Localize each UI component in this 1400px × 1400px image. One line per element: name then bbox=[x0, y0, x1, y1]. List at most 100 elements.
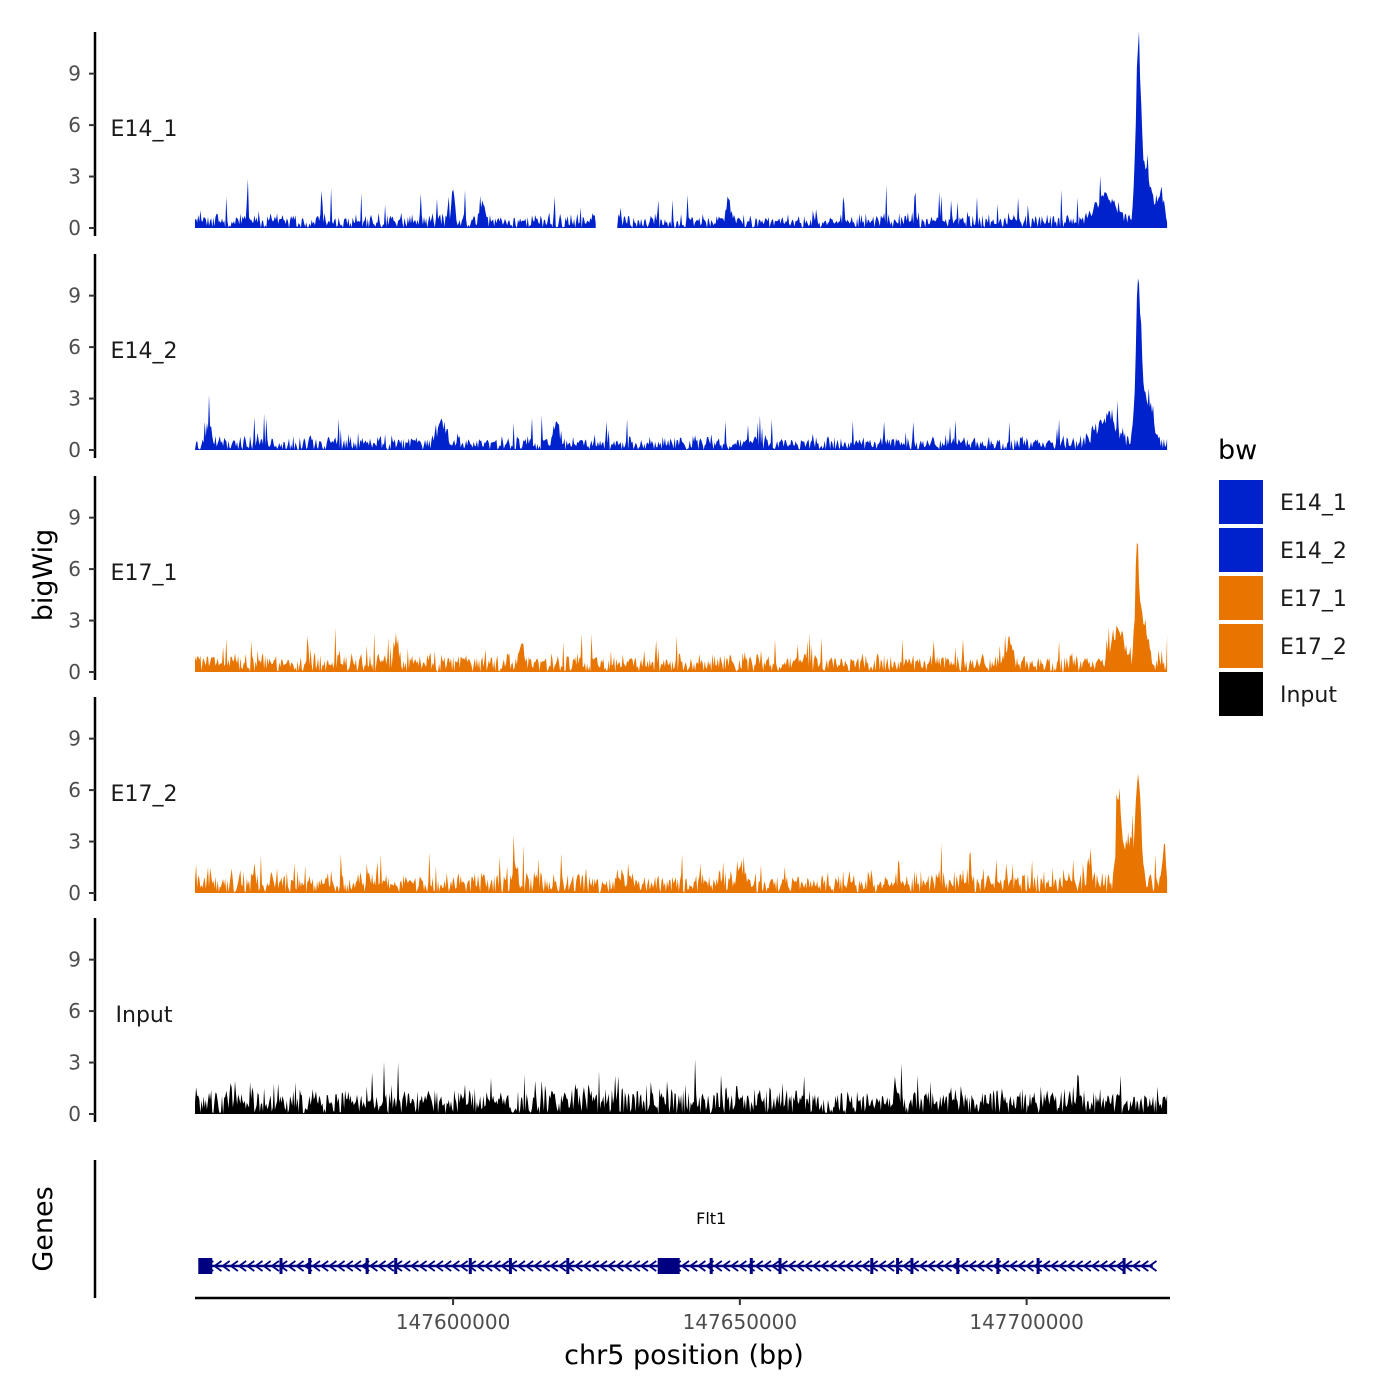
y-tick-label: 9 bbox=[68, 727, 81, 751]
strand-chevron bbox=[729, 1260, 739, 1272]
legend-title: bw bbox=[1218, 435, 1257, 466]
strand-chevron bbox=[590, 1260, 600, 1272]
strand-chevron bbox=[1024, 1260, 1035, 1272]
facet-label-E14_2: E14_2 bbox=[111, 339, 178, 364]
y-tick-label: 6 bbox=[68, 113, 81, 137]
strand-chevron bbox=[713, 1260, 723, 1272]
strand-chevron bbox=[1147, 1260, 1158, 1272]
exon bbox=[279, 1258, 283, 1274]
strand-chevron bbox=[803, 1260, 813, 1272]
strand-chevron bbox=[229, 1260, 239, 1272]
strand-chevron bbox=[828, 1260, 838, 1272]
exon bbox=[778, 1258, 782, 1274]
strand-chevron bbox=[1131, 1260, 1141, 1272]
strand-chevron bbox=[819, 1260, 829, 1272]
exon bbox=[709, 1258, 713, 1274]
y-tick-label: 3 bbox=[68, 1051, 81, 1075]
coverage-area-Input bbox=[195, 1059, 1168, 1114]
strand-chevron bbox=[541, 1260, 551, 1272]
strand-chevron bbox=[549, 1260, 559, 1272]
strand-chevron bbox=[500, 1260, 510, 1272]
strand-chevron bbox=[639, 1260, 649, 1272]
strand-chevron bbox=[1000, 1260, 1010, 1272]
strand-chevron bbox=[557, 1260, 567, 1272]
strand-chevron bbox=[319, 1260, 329, 1272]
y-tick-label: 3 bbox=[68, 609, 81, 633]
x-axis-title: chr5 position (bp) bbox=[564, 1340, 804, 1371]
coverage-area-E17_2 bbox=[195, 773, 1168, 893]
track-E17_1: 0 3 6 9 E17_1 bbox=[68, 476, 1168, 684]
strand-chevron bbox=[721, 1260, 731, 1272]
legend-label-E14_1: E14_1 bbox=[1280, 491, 1347, 516]
strand-chevron bbox=[483, 1260, 493, 1272]
strand-chevron bbox=[811, 1260, 821, 1272]
exon bbox=[657, 1258, 680, 1274]
y-tick-label: 0 bbox=[68, 660, 81, 684]
strand-chevron bbox=[696, 1260, 706, 1272]
strand-chevron bbox=[983, 1260, 994, 1272]
strand-chevron bbox=[836, 1260, 846, 1272]
strand-chevron bbox=[942, 1260, 953, 1272]
strand-chevron bbox=[1074, 1260, 1084, 1272]
exon bbox=[365, 1258, 369, 1274]
x-tick-label: 147650000 bbox=[683, 1310, 798, 1334]
y-tick-label: 9 bbox=[68, 948, 81, 972]
strand-chevron bbox=[975, 1260, 985, 1272]
x-tick-label: 147600000 bbox=[396, 1310, 511, 1334]
strand-chevron bbox=[926, 1260, 936, 1272]
exon bbox=[198, 1258, 213, 1274]
track-Input: 0 3 6 9 Input bbox=[68, 918, 1168, 1126]
strand-chevron bbox=[918, 1260, 928, 1272]
exon bbox=[996, 1258, 1000, 1274]
strand-chevron bbox=[852, 1260, 862, 1272]
y-tick-label: 3 bbox=[68, 165, 81, 189]
strand-chevron bbox=[582, 1260, 592, 1272]
strand-chevron bbox=[1008, 1260, 1018, 1272]
strand-chevron bbox=[336, 1260, 346, 1272]
strand-chevron bbox=[418, 1260, 428, 1272]
track-E14_1: 0 3 6 9 E14_1 bbox=[68, 30, 1168, 240]
strand-chevron bbox=[1090, 1260, 1100, 1272]
legend-swatch-E14_1 bbox=[1219, 480, 1263, 524]
strand-chevron bbox=[532, 1260, 542, 1272]
strand-chevron bbox=[623, 1260, 633, 1272]
strand-chevron bbox=[967, 1260, 977, 1272]
x-tick-label: 147700000 bbox=[969, 1310, 1084, 1334]
exon bbox=[1122, 1258, 1126, 1274]
strand-chevron bbox=[459, 1260, 469, 1272]
strand-chevron bbox=[253, 1260, 264, 1272]
strand-chevron bbox=[245, 1260, 255, 1272]
strand-chevron bbox=[1065, 1260, 1076, 1272]
strand-chevron bbox=[934, 1260, 944, 1272]
exon bbox=[870, 1258, 874, 1274]
strand-chevron bbox=[885, 1260, 895, 1272]
genes-panel: Genes Flt1 bbox=[28, 1160, 1158, 1298]
exon bbox=[910, 1258, 914, 1274]
y-tick-label: 0 bbox=[68, 881, 81, 905]
strand-chevron bbox=[270, 1260, 280, 1272]
strand-chevron bbox=[524, 1260, 534, 1272]
legend-label-E14_2: E14_2 bbox=[1280, 539, 1347, 564]
y-tick-label: 9 bbox=[68, 62, 81, 86]
strand-chevron bbox=[426, 1260, 436, 1272]
exon bbox=[394, 1258, 398, 1274]
legend-swatch-E17_1 bbox=[1219, 576, 1263, 620]
exon bbox=[508, 1258, 512, 1274]
strand-chevron bbox=[573, 1260, 583, 1272]
strand-chevron bbox=[442, 1260, 452, 1272]
strand-chevron bbox=[286, 1260, 296, 1272]
strand-chevron bbox=[795, 1260, 805, 1272]
strand-chevron bbox=[860, 1260, 871, 1272]
strand-chevron bbox=[737, 1260, 747, 1272]
y-tick-label: 0 bbox=[68, 216, 81, 240]
strand-chevron bbox=[434, 1260, 444, 1272]
genes-panel-title: Genes bbox=[28, 1186, 59, 1271]
strand-chevron bbox=[221, 1260, 231, 1272]
strand-chevron bbox=[1082, 1260, 1092, 1272]
strand-chevron bbox=[1057, 1260, 1067, 1272]
strand-chevron bbox=[631, 1260, 641, 1272]
strand-chevron bbox=[1115, 1260, 1125, 1272]
legend-swatch-E14_2 bbox=[1219, 528, 1263, 572]
strand-chevron bbox=[1139, 1260, 1149, 1272]
